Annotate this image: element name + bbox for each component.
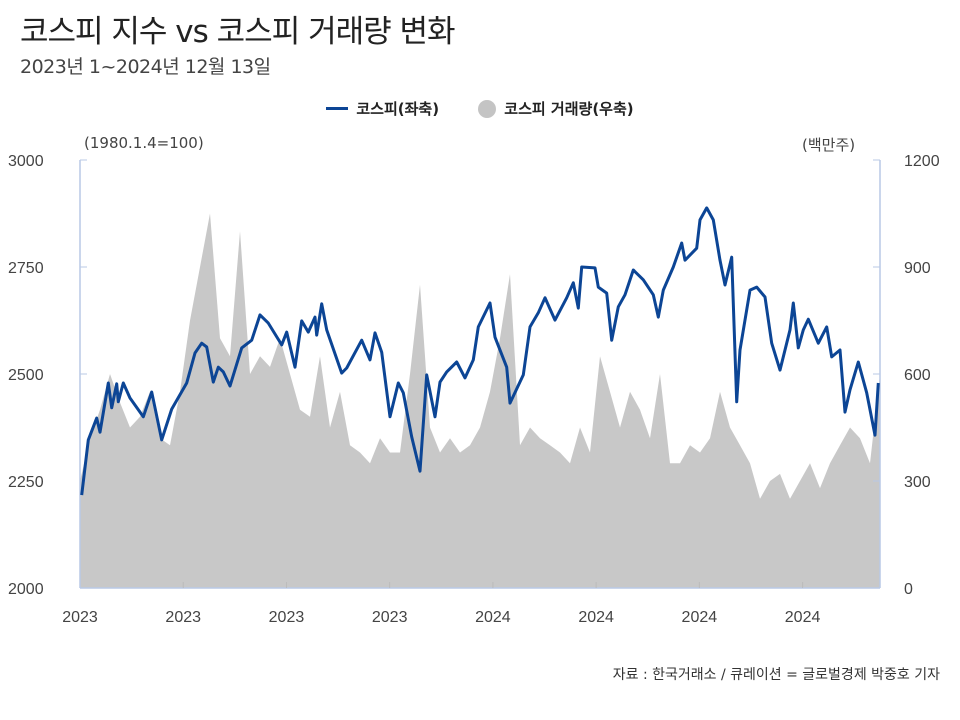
legend: 코스피(좌축) 코스피 거래량(우축) (0, 98, 960, 119)
legend-kospi: 코스피(좌축) (356, 100, 440, 118)
source-note: 자료 : 한국거래소 / 큐레이션 = 글로벌경제 박중호 기자 (612, 667, 940, 683)
x-tick-label: 2024 (682, 609, 718, 626)
left-tick-label: 3000 (8, 153, 44, 170)
right-tick-label: 1200 (904, 153, 940, 170)
volume-area (80, 213, 880, 588)
legend-volume-dot-icon (478, 99, 497, 118)
legend-kospi-line-icon (326, 107, 349, 110)
x-tick-label: 2023 (269, 609, 305, 626)
left-axis-unit: (1980.1.4=100) (84, 134, 204, 152)
left-tick-label: 2250 (8, 474, 44, 491)
right-axis-unit: (백만주) (802, 136, 856, 154)
kospi-line (80, 206, 880, 496)
right-tick-label: 0 (904, 581, 913, 598)
chart-title: 코스피 지수 vs 코스피 거래량 변화 (20, 14, 456, 50)
x-tick-label: 2023 (62, 609, 98, 626)
chart-subtitle: 2023년 1~2024년 12월 13일 (20, 56, 271, 78)
right-tick-label: 900 (904, 260, 931, 277)
x-tick-label: 2023 (372, 609, 408, 626)
x-tick-label: 2023 (165, 609, 201, 626)
x-tick-label: 2024 (785, 609, 821, 626)
left-tick-label: 2750 (8, 260, 44, 277)
left-tick-label: 2500 (8, 367, 44, 384)
left-tick-label: 2000 (8, 581, 44, 598)
x-tick-label: 2024 (578, 609, 614, 626)
legend-volume: 코스피 거래량(우축) (504, 100, 634, 118)
right-tick-label: 600 (904, 367, 931, 384)
right-tick-label: 300 (904, 474, 931, 491)
x-tick-label: 2024 (475, 609, 511, 626)
